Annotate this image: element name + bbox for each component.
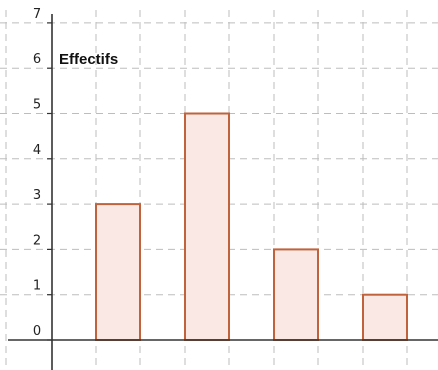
bar — [273, 248, 319, 341]
chart-title: Effectifs — [59, 51, 118, 68]
bar — [95, 203, 141, 341]
y-tick-label: 6 — [33, 52, 41, 67]
ticks: 0 1 2 3 4 5 6 7 — [33, 7, 52, 341]
axes — [8, 14, 438, 370]
bars — [95, 112, 408, 342]
y-tick-label: 0 — [33, 324, 41, 339]
y-tick-label: 1 — [33, 279, 41, 294]
y-tick-label: 4 — [33, 143, 41, 158]
y-tick-label: 7 — [33, 7, 41, 22]
bar — [184, 112, 230, 341]
y-tick-label: 3 — [33, 188, 41, 203]
y-tick-label: 2 — [33, 233, 41, 248]
y-tick-label: 5 — [33, 98, 41, 113]
bar — [362, 293, 408, 342]
